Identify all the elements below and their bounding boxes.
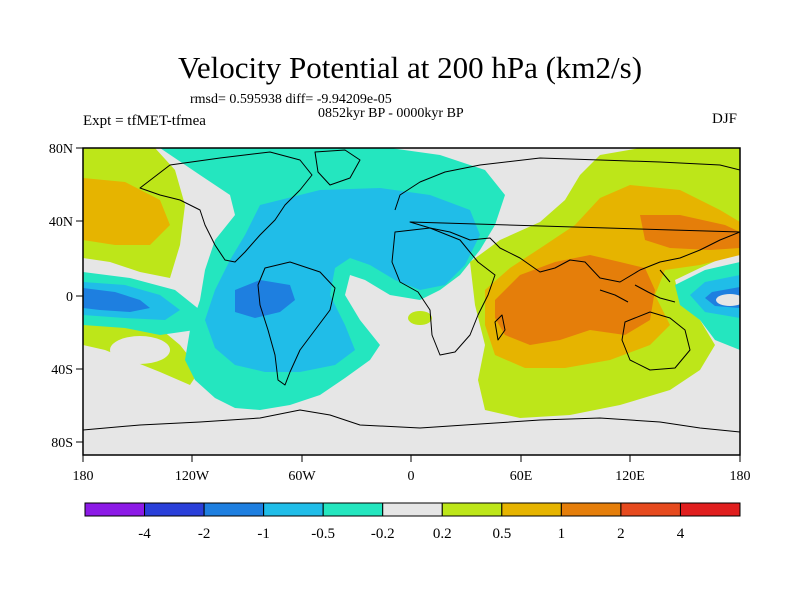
americas-blue [235,280,295,318]
lon-label-180e: 180 [730,469,751,484]
rmsd-stats: rmsd= 0.595938 diff= -9.94209e-05 [190,92,392,107]
colorbar-swatch [144,502,205,517]
coastline-africa [391,227,496,356]
coastlines [83,149,740,433]
lat-ticks [76,147,83,443]
colorbar-swatch [441,502,503,517]
colorbar-label: -0.2 [371,526,395,542]
lon-label-60e: 60E [510,469,533,484]
plot-title: Velocity Potential at 200 hPa (km2/s) [177,50,643,85]
atlantic-sky [205,188,480,372]
colorbar-swatch [501,502,562,517]
colorbar-label: 4 [677,526,685,542]
colorbar-labels: -4 -2 -1 -0.5 -0.2 0.2 0.5 1 2 4 [138,526,684,542]
coastline-greenland [314,149,361,186]
colorbar-swatch [382,502,443,517]
lat-label-0: 0 [66,290,73,305]
atlantic-grey-hole [408,311,432,325]
colorbar-swatch [620,502,681,517]
colorbar-label: -1 [257,526,270,542]
lon-label-180w: 180 [73,469,94,484]
lon-label-60w: 60W [288,469,316,484]
colorbar-label: 2 [617,526,625,542]
lat-label-40s: 40S [51,363,73,378]
colorbar-swatch [679,502,741,517]
coastline-north-america [139,151,313,263]
lat-label-80n: 80N [49,142,73,157]
lon-label-120w: 120W [175,469,210,484]
colorbar-label: -0.5 [311,526,335,542]
coastline-antarctica [83,409,740,433]
westpac-orange [640,215,740,250]
lat-label-40n: 40N [49,215,73,230]
contour-fill-layer [83,148,740,455]
lat-label-80s: 80S [51,436,73,451]
coastline-madagascar [494,314,506,341]
pacific-blue [83,288,150,312]
time-period: 0852kyr BP - 0000kyr BP [318,106,464,121]
colorbar [84,502,741,517]
coastline-eurasia [394,157,740,283]
pacific-north-orange [83,178,170,245]
colorbar-label: -4 [138,526,151,542]
lon-label-120e: 120E [615,469,645,484]
season-label: DJF [712,111,738,127]
colorbar-label: 0.2 [433,526,452,542]
colorbar-swatch [560,502,622,517]
experiment-label: Expt = tfMET-tfmea [83,113,206,129]
east-grey-hole [716,294,740,306]
colorbar-swatch [263,502,324,517]
lon-ticks [82,455,741,462]
colorbar-label: -2 [198,526,211,542]
colorbar-swatch [203,502,265,517]
lon-label-0: 0 [408,469,415,484]
coastline-south-america [257,261,336,386]
indo-orange [495,255,655,345]
colorbar-swatch [84,502,146,517]
coastline-maritime-continent [599,269,676,303]
coastline-australia [621,311,691,371]
pacific-grey-hole [110,336,170,364]
colorbar-swatch [322,502,384,517]
colorbar-label: 1 [558,526,566,542]
colorbar-label: 0.5 [492,526,511,542]
